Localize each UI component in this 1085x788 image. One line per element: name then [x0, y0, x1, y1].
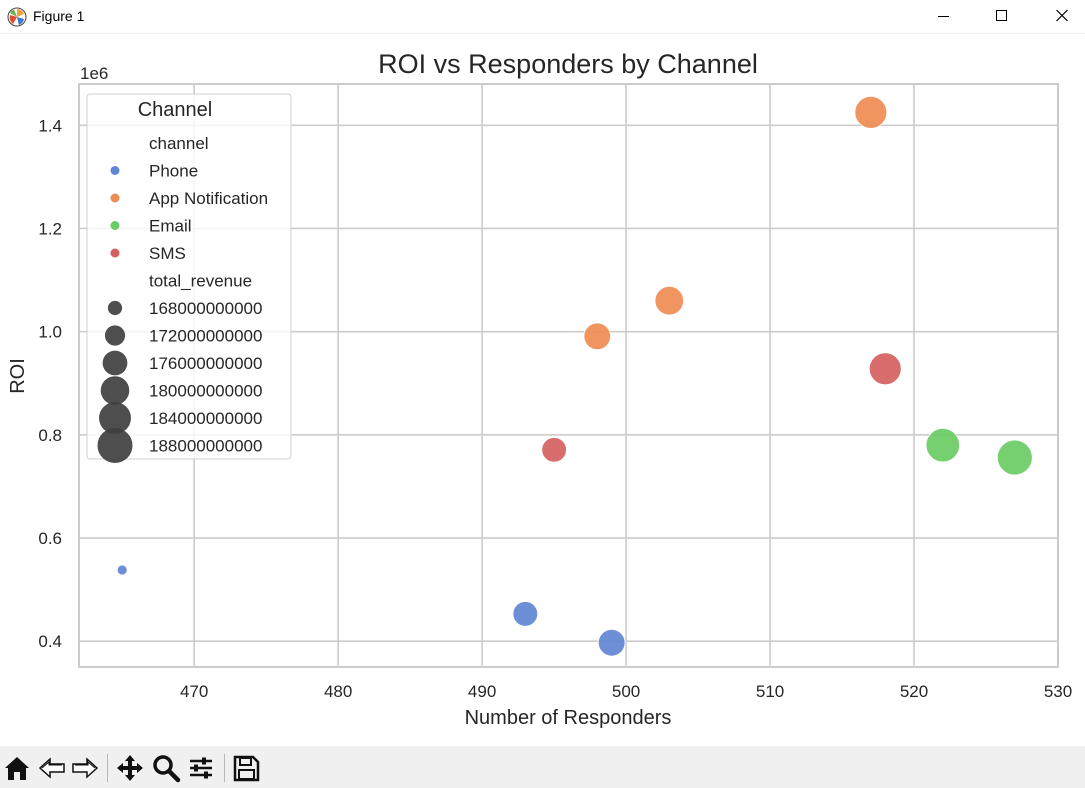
maximize-icon[interactable] [972, 0, 1030, 33]
toolbar-separator [107, 754, 108, 782]
legend-size-marker [107, 300, 123, 316]
x-tick-label: 510 [756, 682, 784, 701]
home-icon[interactable] [2, 753, 32, 783]
legend: Channel channel Phone App Notification Email… [86, 93, 292, 463]
data-point-phone [116, 564, 128, 576]
legend-size-marker [100, 376, 130, 405]
matplotlib-app-icon [7, 7, 27, 27]
y-tick-label: 1.0 [38, 323, 62, 342]
data-point-app-notification [583, 322, 612, 351]
y-axis-label: ROI [7, 358, 29, 394]
legend-entry-label: Phone [149, 162, 198, 181]
legend-entry-label: SMS [149, 244, 186, 263]
x-tick-label: 490 [468, 682, 496, 701]
legend-marker [110, 166, 120, 175]
legend-size-marker [102, 350, 128, 376]
data-point-phone [597, 628, 626, 657]
x-tick-label: 480 [324, 682, 352, 701]
plot-frame [78, 83, 1059, 668]
chart-title: ROI vs Responders by Channel [378, 49, 758, 79]
x-tick-label: 500 [612, 682, 640, 701]
legend-entry-label: 180000000000 [149, 382, 262, 401]
legend-marker [110, 248, 120, 258]
legend-size-marker [97, 428, 133, 463]
pan-move-icon[interactable] [115, 753, 145, 783]
legend-size-marker [99, 402, 131, 434]
legend-title: Channel [138, 99, 213, 121]
x-tick-label: 520 [900, 682, 928, 701]
back-arrow-icon[interactable] [37, 753, 67, 783]
navigation-toolbar [0, 746, 1085, 788]
data-point-sms [868, 352, 902, 386]
toolbar-separator [224, 754, 225, 782]
y-tick-label: 1.2 [38, 219, 62, 238]
legend-entry-label: 188000000000 [149, 437, 262, 456]
data-point-email [996, 439, 1033, 476]
configure-subplots-icon[interactable] [186, 753, 216, 783]
legend-entry-label: 184000000000 [149, 409, 262, 428]
y-tick-label: 0.6 [38, 529, 62, 548]
legend-entry-label: App Notification [149, 189, 268, 208]
data-point-app-notification [654, 286, 684, 316]
x-tick-label: 470 [180, 682, 208, 701]
x-tick-label: 530 [1044, 682, 1072, 701]
y-tick-label: 0.8 [38, 426, 62, 445]
zoom-magnifier-icon[interactable] [151, 753, 181, 783]
legend-box [86, 93, 292, 460]
minimize-icon[interactable] [914, 0, 972, 33]
y-tick-label: 0.4 [38, 632, 62, 651]
legend-size-title: total_revenue [149, 272, 252, 291]
close-icon[interactable] [1030, 0, 1085, 33]
data-point-sms [541, 437, 567, 463]
legend-marker [110, 193, 120, 203]
legend-entry-label: 168000000000 [149, 299, 262, 318]
window-titlebar: Figure 1 [0, 0, 1085, 34]
window-title: Figure 1 [33, 8, 85, 24]
save-floppy-icon[interactable] [231, 753, 261, 783]
y-tick-label: 1.4 [38, 116, 62, 135]
data-point-app-notification [854, 96, 888, 129]
legend-hue-title: channel [149, 134, 209, 153]
legend-size-marker [104, 325, 126, 346]
legend-entry-label: 172000000000 [149, 327, 262, 346]
legend-marker [110, 221, 120, 230]
data-point-phone [512, 601, 539, 627]
legend-entry-label: Email [149, 217, 192, 236]
y-offset-label: 1e6 [80, 64, 108, 83]
data-point-email [925, 427, 960, 463]
forward-arrow-icon[interactable] [70, 753, 100, 783]
figure-canvas[interactable]: ROI vs Responders by Channel 470 480 490 50… [0, 34, 1085, 746]
legend-entry-label: 176000000000 [149, 354, 262, 373]
scatter-chart: ROI vs Responders by Channel 470 480 490 50… [7, 49, 1072, 729]
x-axis-label: Number of Responders [465, 707, 672, 729]
